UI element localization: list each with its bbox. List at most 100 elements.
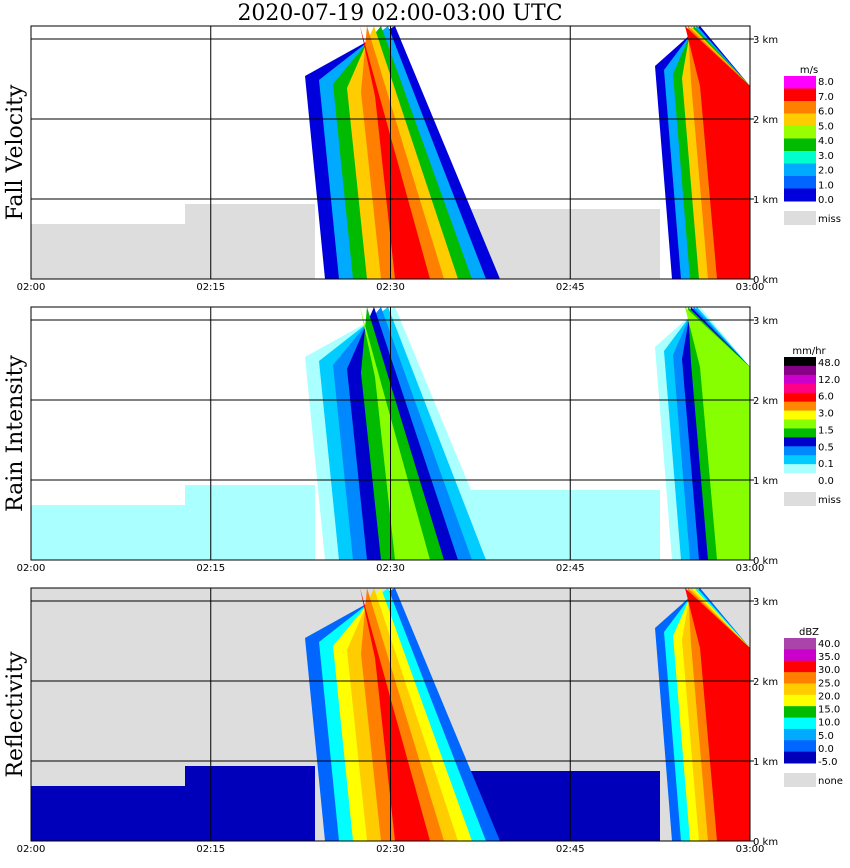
colorbar-label: 35.0 bbox=[818, 652, 840, 663]
colorbar-swatch bbox=[784, 446, 816, 456]
echo-band bbox=[361, 588, 444, 841]
colorbar-swatch bbox=[784, 672, 816, 684]
echo-band bbox=[685, 588, 750, 841]
x-tick-label: 03:00 bbox=[736, 282, 765, 293]
echo-regions bbox=[31, 307, 750, 560]
x-tick-label: 03:00 bbox=[736, 844, 765, 855]
colorbar-label: miss bbox=[818, 495, 841, 506]
echo-regions bbox=[31, 588, 750, 841]
colorbar-swatch bbox=[784, 113, 816, 127]
echo-band bbox=[685, 26, 750, 279]
colorbar-swatch bbox=[784, 138, 816, 152]
colorbar-label: 48.0 bbox=[818, 358, 840, 369]
colorbar-swatch bbox=[784, 464, 816, 474]
colorbar-swatch bbox=[784, 151, 816, 164]
colorbar-label: 20.0 bbox=[818, 691, 840, 702]
colorbar-unit: mm/hr bbox=[792, 346, 826, 357]
rain-intensity-panel: 02:00 02:15 02:30 02:45 03:000 km 1 km 2 km 3 k… bbox=[3, 306, 841, 574]
colorbar-swatch bbox=[784, 638, 816, 650]
colorbar-swatch bbox=[784, 428, 816, 438]
colorbar-unit: dBZ bbox=[799, 627, 819, 638]
y-axis-label: Rain Intensity bbox=[3, 354, 28, 511]
colorbar-label: 2.0 bbox=[818, 166, 834, 177]
colorbar-label: 10.0 bbox=[818, 718, 840, 729]
x-tick-label: 02:00 bbox=[17, 282, 46, 293]
y-tick-label: 3 km bbox=[753, 316, 778, 327]
echo-band bbox=[470, 490, 660, 560]
plot-frame bbox=[30, 587, 751, 842]
x-tick-label: 02:00 bbox=[17, 844, 46, 855]
colorbar-swatch bbox=[784, 401, 816, 412]
echo-band bbox=[361, 307, 444, 560]
colorbar-swatch bbox=[784, 694, 816, 707]
colorbar-swatch bbox=[784, 357, 816, 367]
colorbar-swatch bbox=[784, 683, 816, 696]
colorbar-missing-swatch bbox=[784, 492, 816, 506]
colorbar-swatch bbox=[784, 163, 816, 177]
echo-band bbox=[31, 786, 201, 841]
echo-band bbox=[185, 485, 315, 560]
colorbar-label: 0.0 bbox=[818, 744, 834, 755]
echo-band bbox=[185, 204, 315, 279]
x-tick-label: 02:15 bbox=[196, 844, 225, 855]
colorbar-swatch bbox=[784, 419, 816, 429]
echo-band bbox=[470, 209, 660, 279]
x-tick-label: 02:15 bbox=[196, 563, 225, 574]
colorbar-swatch bbox=[784, 455, 816, 465]
colorbar-label: 0.0 bbox=[818, 195, 834, 206]
colorbar-swatch bbox=[784, 176, 816, 189]
y-tick-label: 0 km bbox=[753, 275, 778, 286]
colorbar-swatch bbox=[784, 728, 816, 741]
fall-velocity-panel: 02:00 02:15 02:30 02:45 03:000 km 1 km 2 km 3 k… bbox=[3, 25, 841, 293]
colorbar-swatch bbox=[784, 410, 816, 420]
colorbar-swatch bbox=[784, 706, 816, 719]
colorbar-missing-swatch bbox=[784, 211, 816, 225]
y-tick-label: 3 km bbox=[753, 35, 778, 46]
colorbar-label: 15.0 bbox=[818, 705, 840, 716]
colorbar-label: 5.0 bbox=[818, 121, 834, 132]
colorbar-swatch bbox=[784, 751, 816, 764]
colorbar-label: none bbox=[818, 776, 843, 787]
colorbar-label: 0.5 bbox=[818, 442, 834, 453]
colorbar-swatch bbox=[784, 126, 816, 139]
colorbar-swatch bbox=[784, 437, 816, 447]
colorbar-swatch bbox=[784, 374, 816, 385]
y-tick-label: 2 km bbox=[753, 677, 778, 688]
colorbar-label: 5.0 bbox=[818, 731, 834, 742]
colorbar-label: 0.0 bbox=[818, 476, 834, 487]
echo-band bbox=[360, 26, 430, 279]
x-tick-label: 02:30 bbox=[376, 282, 405, 293]
echo-regions bbox=[31, 26, 750, 279]
y-tick-label: 0 km bbox=[753, 556, 778, 567]
x-tick-label: 02:30 bbox=[376, 563, 405, 574]
x-tick-label: 02:15 bbox=[196, 282, 225, 293]
colorbar-label: 12.0 bbox=[818, 375, 840, 386]
x-tick-label: 02:45 bbox=[556, 844, 585, 855]
colorbar-label: 7.0 bbox=[818, 92, 834, 103]
colorbar-label: -5.0 bbox=[818, 757, 838, 768]
colorbar-label: 8.0 bbox=[818, 77, 834, 88]
colorbar-label: 3.0 bbox=[818, 409, 834, 420]
colorbar-missing-swatch bbox=[784, 773, 816, 787]
echo-band bbox=[31, 224, 201, 279]
echo-band bbox=[361, 26, 444, 279]
colorbar-label: 6.0 bbox=[818, 392, 834, 403]
colorbar-label: 30.0 bbox=[818, 665, 840, 676]
chart-title: 2020-07-19 02:00-03:00 UTC bbox=[237, 1, 563, 26]
colorbar-label: 25.0 bbox=[818, 678, 840, 689]
echo-band bbox=[470, 771, 660, 841]
colorbar-swatch bbox=[784, 365, 816, 376]
colorbar-label: 4.0 bbox=[818, 136, 834, 147]
y-axis-label: Fall Velocity bbox=[3, 84, 28, 220]
plot-frame bbox=[30, 306, 751, 561]
colorbar-label: 1.5 bbox=[818, 425, 834, 436]
reflectivity-panel: 02:00 02:15 02:30 02:45 03:000 km 1 km 2 km 3 k… bbox=[3, 587, 843, 855]
x-tick-label: 02:45 bbox=[556, 563, 585, 574]
y-tick-label: 1 km bbox=[753, 757, 778, 768]
colorbar-swatch bbox=[784, 740, 816, 753]
colorbar-swatch bbox=[784, 101, 816, 114]
echo-band bbox=[31, 505, 201, 560]
colorbar-swatch bbox=[784, 473, 816, 483]
x-tick-label: 03:00 bbox=[736, 563, 765, 574]
y-tick-label: 3 km bbox=[753, 597, 778, 608]
